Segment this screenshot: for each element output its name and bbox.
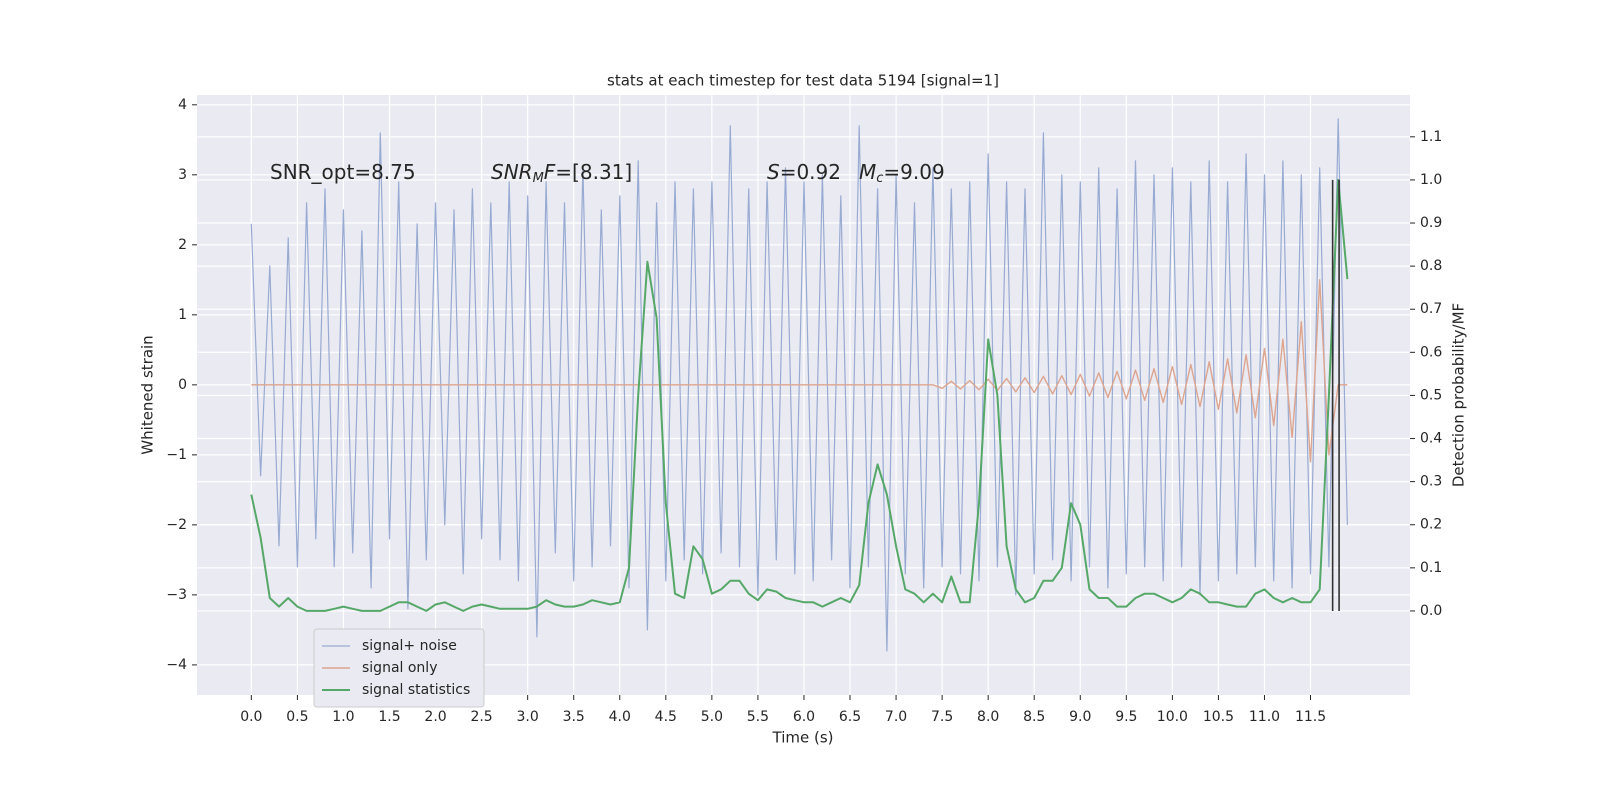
y-tick-label: −2 bbox=[166, 517, 187, 533]
y2-tick-label: 0.3 bbox=[1420, 474, 1442, 490]
x-tick-label: 2.0 bbox=[424, 709, 446, 725]
annotation: S=0.92 bbox=[767, 160, 841, 184]
legend-label: signal only bbox=[362, 660, 437, 676]
annotation-part: M bbox=[533, 171, 544, 186]
series-line bbox=[250, 118, 1348, 652]
annotation-part: =0.92 bbox=[780, 160, 841, 184]
y2-tick-label: 0.5 bbox=[1420, 387, 1442, 403]
annotation-part: F bbox=[544, 160, 556, 184]
x-tick-label: 9.5 bbox=[1115, 709, 1137, 725]
y2-tick-label: 0.2 bbox=[1420, 517, 1442, 533]
y-tick-label: −4 bbox=[166, 657, 187, 673]
series-line bbox=[251, 279, 1348, 463]
y-tick-label: 4 bbox=[178, 97, 187, 113]
legend-label: signal+ noise bbox=[362, 638, 457, 654]
x-tick-label: 2.5 bbox=[470, 709, 492, 725]
y2-tick-label: 0.1 bbox=[1420, 560, 1442, 576]
x-tick-label: 11.5 bbox=[1295, 709, 1326, 725]
x-tick-label: 7.5 bbox=[931, 709, 953, 725]
x-tick-label: 11.0 bbox=[1249, 709, 1280, 725]
x-tick-label: 8.5 bbox=[1023, 709, 1045, 725]
y2-tick-label: 0.7 bbox=[1420, 301, 1442, 317]
annotation: Mc=9.09 bbox=[859, 160, 945, 186]
legend-label: signal statistics bbox=[362, 682, 470, 698]
x-axis-label: Time (s) bbox=[772, 729, 834, 747]
x-tick-label: 3.0 bbox=[517, 709, 539, 725]
chart-title: stats at each timestep for test data 519… bbox=[607, 72, 999, 90]
annotation-part: c bbox=[876, 171, 883, 186]
x-tick-label: 6.5 bbox=[839, 709, 861, 725]
x-tick-label: 4.5 bbox=[655, 709, 677, 725]
y2-tick-label: 0.9 bbox=[1420, 215, 1442, 231]
annotation-part: =[8.31] bbox=[555, 160, 632, 184]
y2-tick-label: 1.0 bbox=[1420, 172, 1442, 188]
x-tick-label: 1.0 bbox=[332, 709, 354, 725]
x-tick-label: 9.0 bbox=[1069, 709, 1091, 725]
x-tick-label: 10.0 bbox=[1157, 709, 1188, 725]
y2-tick-label: 1.1 bbox=[1420, 129, 1442, 145]
annotation: SNR_opt=8.75 bbox=[270, 160, 416, 184]
x-tick-label: 1.5 bbox=[378, 709, 400, 725]
y-tick-label: −3 bbox=[166, 587, 187, 603]
legend-box bbox=[313, 628, 485, 708]
x-tick-label: 0.5 bbox=[286, 709, 308, 725]
legend: signal+ noise signal only signal statistic… bbox=[313, 628, 485, 708]
x-tick-label: 3.5 bbox=[563, 709, 585, 725]
x-tick-label: 4.0 bbox=[609, 709, 631, 725]
x-tick-label: 0.0 bbox=[240, 709, 262, 725]
y2-tick-label: 0.6 bbox=[1420, 344, 1442, 360]
annotation-part: SNR bbox=[491, 160, 533, 184]
x-tick-label: 6.0 bbox=[793, 709, 815, 725]
x-tick-label: 5.0 bbox=[701, 709, 723, 725]
y-tick-label: 2 bbox=[178, 237, 187, 253]
y2-axis-label: Detection probability/MF bbox=[1450, 303, 1468, 487]
x-tick-label: 8.0 bbox=[977, 709, 999, 725]
series-line bbox=[250, 178, 1349, 612]
y-tick-label: −1 bbox=[166, 447, 187, 463]
y2-tick-label: 0.8 bbox=[1420, 258, 1442, 274]
annotation-part: SNR_opt=8.75 bbox=[270, 160, 416, 184]
annotation-part: S bbox=[767, 160, 780, 184]
annotation-part: =9.09 bbox=[883, 160, 944, 184]
annotation: SNRMF=[8.31] bbox=[491, 160, 632, 186]
y-tick-label: 3 bbox=[178, 167, 187, 183]
y-tick-label: 0 bbox=[178, 377, 187, 393]
y-tick-label: 1 bbox=[178, 307, 187, 323]
x-tick-label: 10.5 bbox=[1203, 709, 1234, 725]
y2-tick-label: 0.0 bbox=[1420, 603, 1442, 619]
y-axis-label: Whitened strain bbox=[139, 335, 157, 454]
annotation-part: M bbox=[859, 160, 876, 184]
x-tick-label: 5.5 bbox=[747, 709, 769, 725]
x-tick-label: 7.0 bbox=[885, 709, 907, 725]
y2-tick-label: 0.4 bbox=[1420, 431, 1442, 447]
